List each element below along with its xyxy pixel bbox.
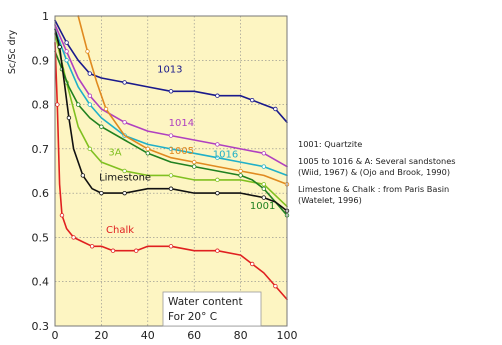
data-point [261,195,266,200]
x-tick-label: 40 [141,329,155,342]
data-point [89,244,95,249]
series-line-1005 [77,15,288,186]
data-point [168,186,174,191]
data-point [168,244,174,249]
data-point [145,151,150,156]
data-point [122,120,127,125]
series-label-limestone: Limestone [99,173,151,184]
x-tick-label: 20 [94,329,108,342]
tick-labels: 0 20 40 60 80 100 0.3 0.4 0.5 0.6 0.7 0.8 0.9 1 [32,10,298,342]
data-point [64,58,69,63]
data-point [80,173,86,178]
data-point [215,248,220,253]
x-tick-label: 60 [187,329,201,342]
data-point [87,71,92,76]
note-sandstones: 1005 to 1016 & A: Several sandstones [298,156,456,166]
annotation-line-1: Water content [168,296,243,308]
data-point [215,93,220,98]
data-point [273,283,278,289]
data-point [261,151,266,156]
data-point [273,106,278,112]
data-point [99,190,104,196]
data-point [85,49,90,54]
data-point [87,93,92,98]
series-label-1016: 1016 [213,150,238,161]
data-point [87,146,92,152]
series-layer [54,15,290,301]
data-point [133,248,139,253]
data-point [191,164,197,169]
series-line-chalk [54,41,288,301]
note-limestone-chalk-ref: (Watelet, 1996) [298,195,362,205]
data-point [261,164,266,169]
y-axis-label: Sc/Sc dry [7,29,18,74]
y-tick-label: 0.5 [32,231,50,244]
data-point [57,44,62,50]
data-point [71,235,76,240]
data-point [99,124,104,129]
data-point [87,102,92,107]
plot-background [55,16,287,326]
data-point [261,186,266,191]
note-limestone-chalk: Limestone & Chalk : from Paris Basin [298,184,450,194]
data-point [110,248,116,253]
series-line-1014 [54,24,288,168]
annotation-line-2: For 20° C [168,311,217,323]
y-tick-label: 0.4 [32,276,50,289]
y-tick-label: 0.3 [32,320,50,333]
data-point [215,155,220,160]
data-point [64,40,69,45]
y-tick-label: 1 [42,10,49,23]
data-point [215,190,220,196]
series-label-chalk: Chalk [106,225,134,236]
data-point [215,177,220,183]
data-point [168,173,174,178]
data-point [122,190,127,196]
y-tick-label: 0.9 [32,54,50,67]
series-line-limestone [54,28,288,212]
y-tick-label: 0.7 [32,143,50,156]
data-point [238,173,243,178]
data-point [238,168,243,174]
series-label-3a: 3A [108,148,121,159]
series-line-1001 [54,50,288,217]
series-label-1014: 1014 [169,118,194,129]
series-label-1005: 1005 [169,146,194,157]
x-tick-label: 0 [52,329,59,342]
data-point [103,106,109,112]
y-tick-label: 0.6 [32,187,50,200]
series-label-1001: 1001 [250,201,275,212]
x-tick-label: 80 [234,329,248,342]
data-point [249,261,255,267]
y-tick-label: 0.8 [32,99,50,112]
data-point [59,213,65,218]
data-point [215,142,220,147]
data-point [191,159,197,165]
data-point [168,133,174,138]
data-point [55,102,60,107]
series-line-3a [54,32,288,208]
series-labels: 1013 1014 1005 3A 1016 Limestone 1001 Chalk [99,65,275,236]
data-point [168,89,174,94]
data-point [122,168,127,174]
x-tick-label: 100 [277,329,298,342]
note-quartzite: 1001: Quartzite [298,139,363,149]
data-point [75,102,81,107]
series-label-1013: 1013 [157,65,182,76]
data-point [168,146,174,152]
data-point [64,49,69,54]
note-sandstones-refs: (Wiid, 1967) & (Ojo and Brook, 1990) [298,167,451,177]
data-point [249,97,255,103]
annotation-box: Water content For 20° C [162,291,262,327]
data-point [66,115,72,121]
data-point [122,80,127,85]
data-point [145,146,150,152]
data-point [261,182,266,187]
series-line-1016 [54,28,288,177]
